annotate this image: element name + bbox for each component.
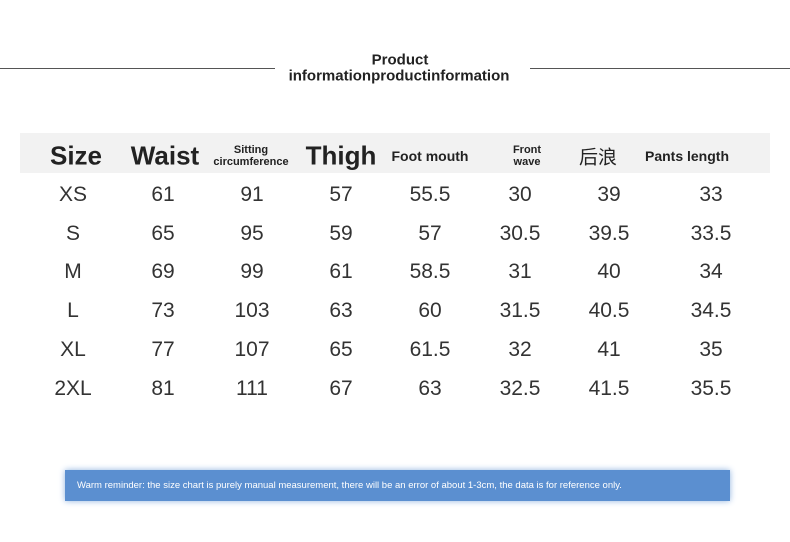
table-cell: 40.5 [588, 299, 630, 323]
title-line: informationproductinformation [288, 67, 510, 85]
table-cell: 30.5 [499, 221, 541, 245]
table-cell: 34 [699, 260, 723, 284]
table-cell: 57 [329, 183, 353, 206]
table-cell: 107 [234, 337, 270, 361]
column-header: Sitting circumference [213, 144, 289, 168]
column-header: Thigh [305, 140, 377, 171]
table-cell: 91 [240, 183, 264, 206]
column-header: 后浪 [578, 147, 618, 169]
table-cell: 33 [699, 183, 723, 206]
title-line: Product [371, 51, 429, 69]
title-rule [530, 68, 790, 69]
table-cell: 61 [151, 183, 175, 206]
table-cell: M [64, 260, 82, 284]
table-cell: 67 [329, 376, 353, 400]
table-cell: 39.5 [588, 221, 630, 245]
table-cell: 63 [418, 376, 442, 400]
table-cell: 34.5 [690, 299, 732, 323]
table-cell: 65 [329, 337, 353, 361]
table-cell: S [65, 221, 81, 245]
table-cell: 58.5 [409, 260, 451, 284]
title-rule [0, 68, 275, 69]
table-cell: 95 [240, 221, 264, 245]
table-cell: 61 [329, 260, 353, 284]
table-cell: 32 [508, 337, 532, 361]
table-cell: 103 [234, 299, 270, 323]
table-cell: 77 [151, 337, 175, 361]
table-cell: 41 [597, 337, 621, 361]
table-cell: XS [58, 183, 88, 206]
table-cell: 31 [508, 260, 532, 284]
column-header: Foot mouth [391, 148, 469, 164]
table-cell: 31.5 [499, 299, 541, 323]
table-cell: 60 [418, 299, 442, 323]
table-cell: 61.5 [409, 337, 451, 361]
column-header: Pants length [644, 148, 730, 164]
table-cell: 35.5 [690, 376, 732, 400]
table-cell: 63 [329, 299, 353, 323]
table-cell: 2XL [54, 376, 92, 400]
column-header: Front wave [512, 144, 542, 168]
table-cell: 30 [508, 183, 532, 206]
table-cell: 40 [597, 260, 621, 284]
table-cell: XL [60, 337, 86, 361]
table-cell: 65 [151, 221, 175, 245]
table-cell: 39 [597, 183, 621, 206]
table-cell: 73 [151, 299, 175, 323]
header-band [20, 133, 770, 173]
table-cell: 81 [151, 376, 175, 400]
column-header: Size [49, 140, 103, 171]
table-cell: 99 [240, 260, 264, 284]
table-cell: 55.5 [409, 183, 451, 206]
table-cell: 111 [236, 376, 268, 400]
table-cell: 41.5 [588, 376, 630, 400]
table-cell: 32.5 [499, 376, 541, 400]
table-cell: 33.5 [690, 221, 732, 245]
table-cell: 35 [699, 337, 723, 361]
table-cell: L [67, 299, 79, 323]
footer-note: Warm reminder: the size chart is purely … [65, 470, 730, 501]
column-header: Waist [130, 140, 200, 171]
table-cell: 59 [329, 221, 353, 245]
table-cell: 57 [418, 221, 442, 245]
table-cell: 69 [151, 260, 175, 284]
